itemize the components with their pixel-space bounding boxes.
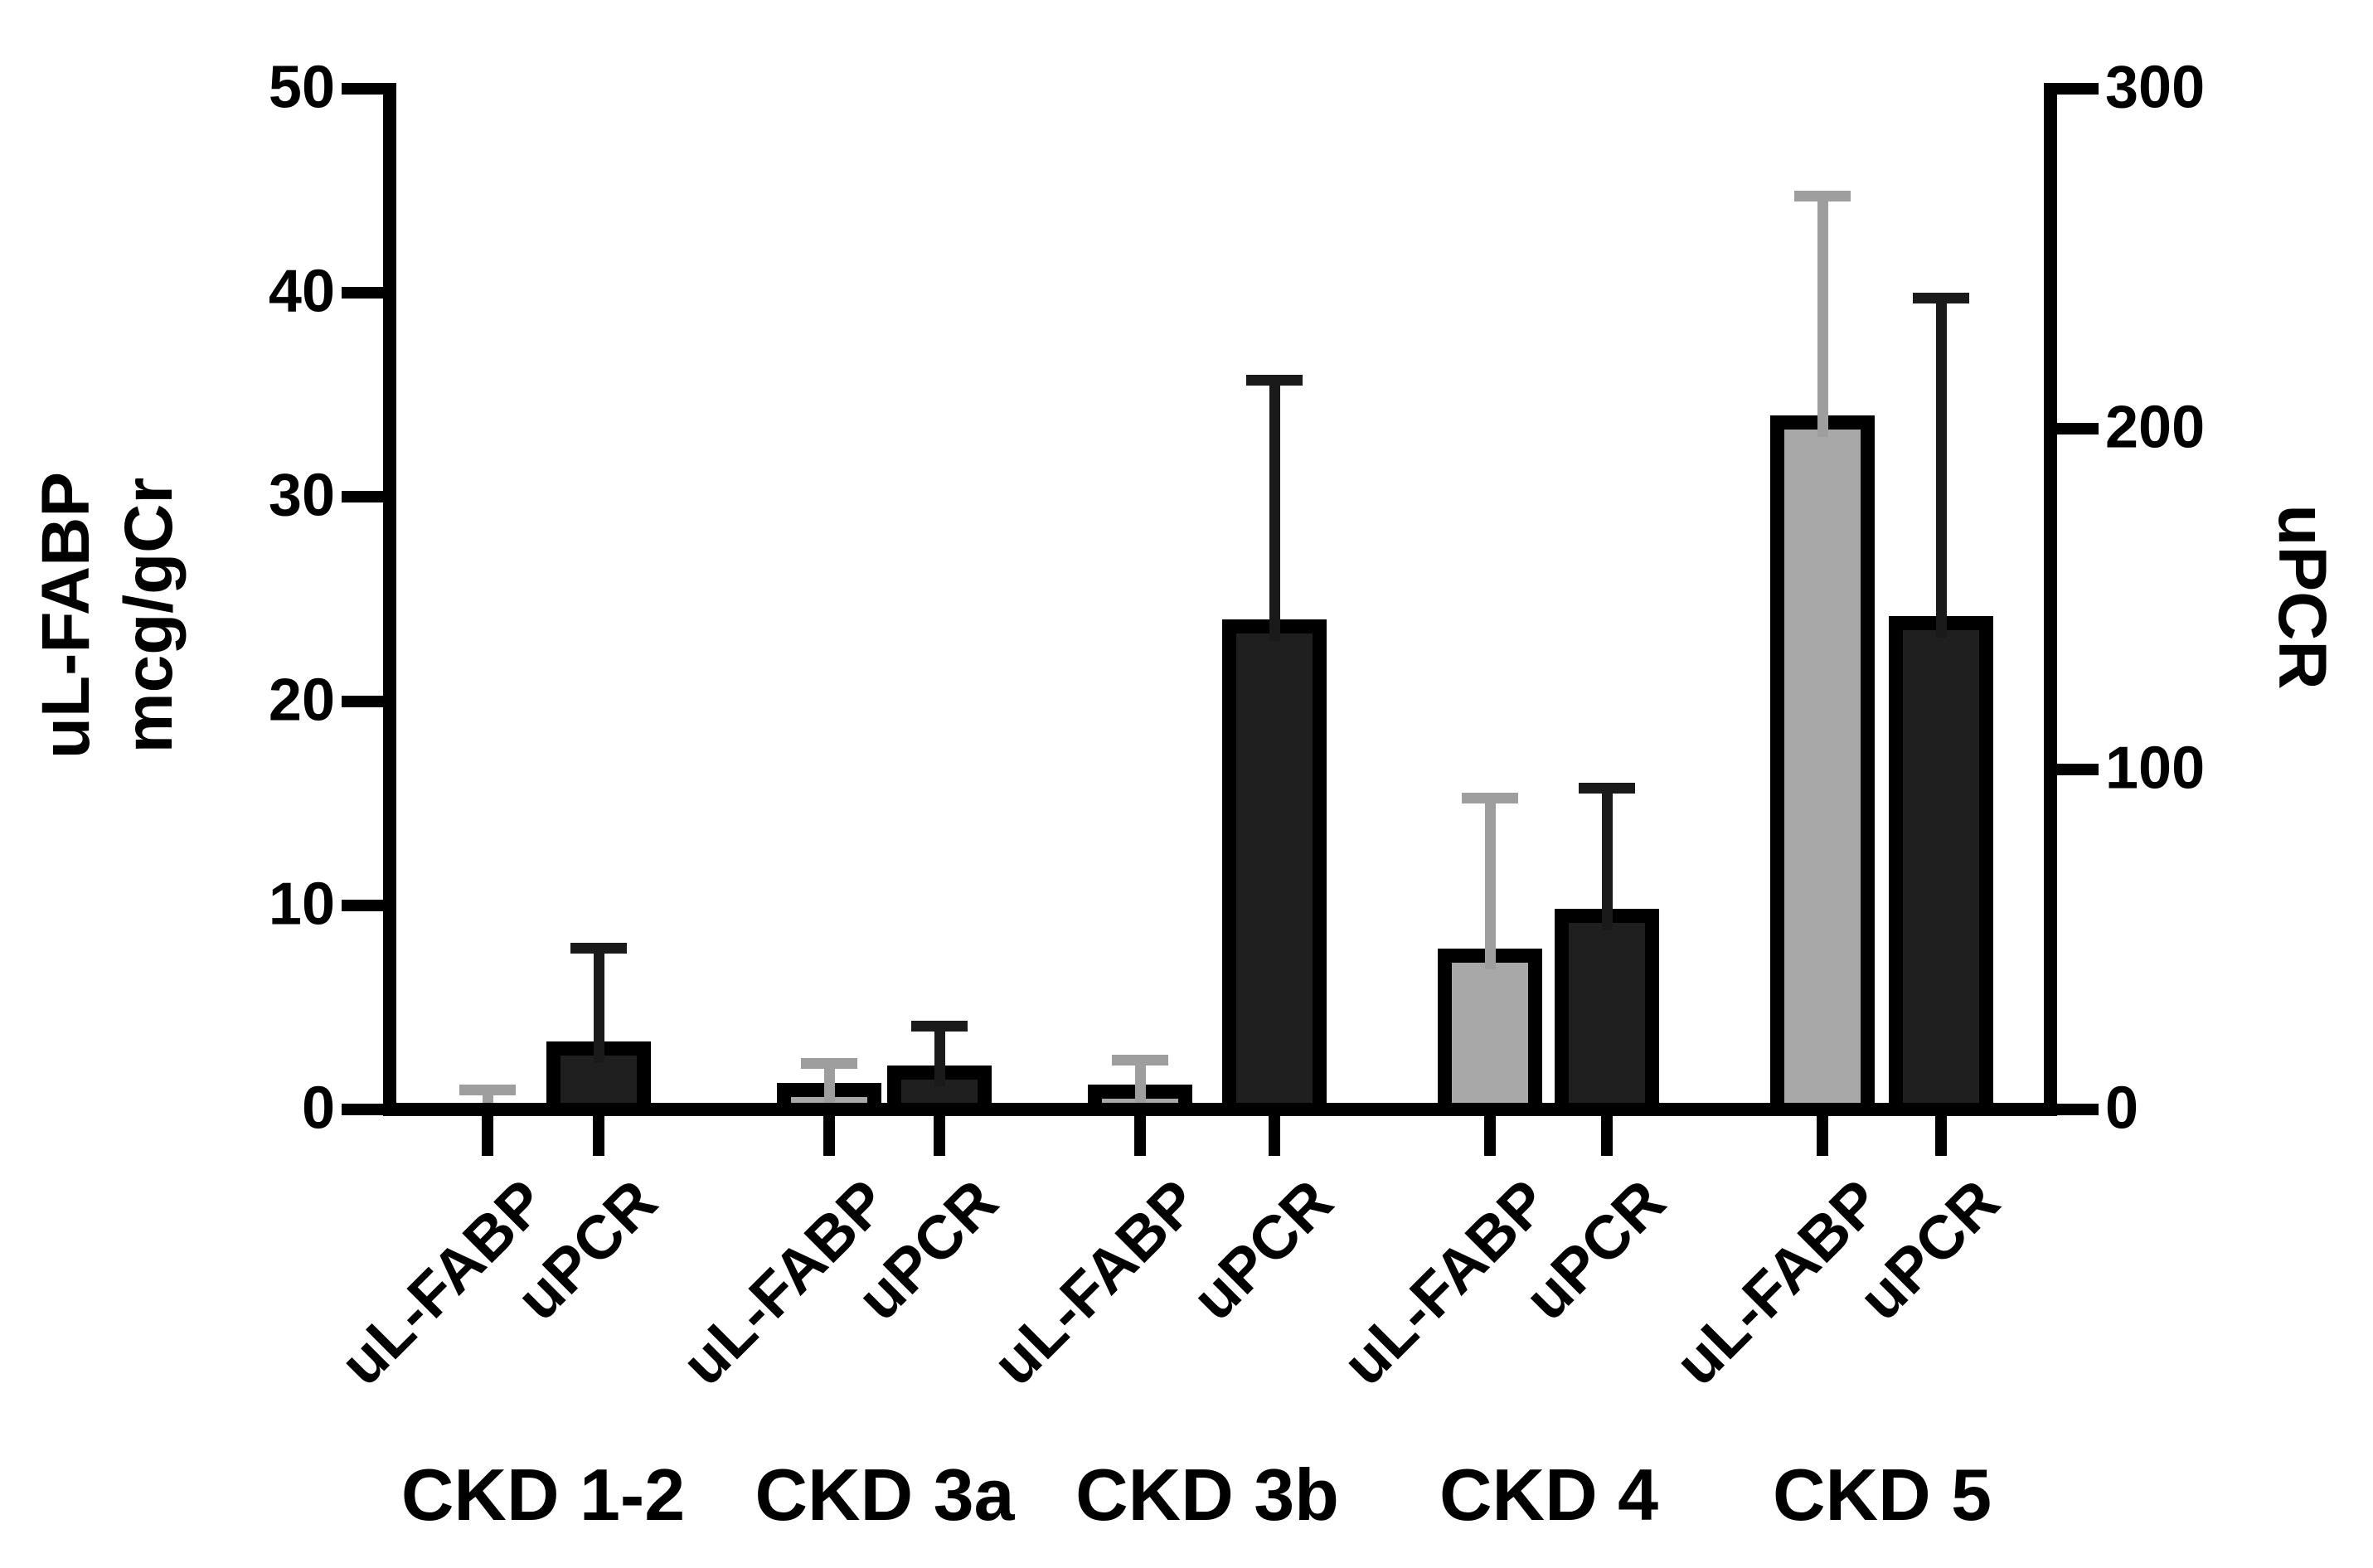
right-y-axis-line (2044, 83, 2057, 1116)
left-y-axis-tick (342, 491, 383, 502)
right-y-axis-tick-label: 200 (2105, 394, 2206, 461)
right-y-axis-tick-label: 0 (2105, 1075, 2139, 1142)
left-y-axis-tick-label: 10 (268, 871, 335, 938)
left-y-axis-title-line1: uL-FABP (27, 471, 104, 760)
right-y-axis-tick (2057, 1104, 2099, 1115)
bar-ul-fabp-ckd-5 (1770, 415, 1875, 1113)
right-y-axis-tick (2057, 423, 2099, 434)
error-bar-stem (824, 1066, 835, 1104)
error-bar-cap (1913, 293, 1969, 303)
x-axis-tick (482, 1116, 493, 1156)
left-y-axis-tick (342, 1104, 383, 1115)
x-axis-group-label: CKD 3b (1075, 1454, 1339, 1536)
x-axis-tick (1817, 1116, 1828, 1156)
left-y-axis-tick-label: 50 (268, 54, 335, 121)
left-y-axis-tick-label: 30 (268, 462, 335, 529)
x-axis-tick (1484, 1116, 1496, 1156)
error-bar-cap (801, 1058, 857, 1069)
bar-fill (560, 1056, 637, 1108)
error-bar-cap (1462, 793, 1518, 803)
left-y-axis-line (383, 83, 396, 1116)
x-axis-bar-label: uPCR (1178, 1166, 1346, 1333)
bar-fill (1236, 634, 1313, 1108)
bar-upcr-ckd-1-2 (546, 1041, 651, 1113)
x-axis-tick (1269, 1116, 1280, 1156)
error-bar-cap (1246, 375, 1303, 386)
error-bar-stem (1817, 198, 1828, 437)
right-y-axis-tick-label: 300 (2105, 54, 2206, 121)
error-bar-cap (911, 1021, 968, 1032)
bar-fill (1452, 963, 1528, 1108)
left-y-axis-title: uL-FABP mcg/gCr (25, 472, 191, 759)
right-y-axis-tick (2057, 83, 2099, 95)
x-axis-group-label: CKD 3a (755, 1454, 1015, 1536)
error-bar-stem (1135, 1062, 1146, 1107)
error-bar-cap (1794, 191, 1851, 201)
left-y-axis-tick-label: 20 (268, 667, 335, 734)
error-bar-cap (459, 1085, 516, 1095)
error-bar-stem (1602, 790, 1613, 930)
error-bar-cap (1112, 1055, 1168, 1066)
x-axis-group-label: CKD 5 (1772, 1454, 1992, 1536)
error-bar-cap (570, 943, 627, 954)
right-y-axis-tick (2057, 764, 2099, 775)
left-y-axis-tick-label: 40 (268, 258, 335, 325)
x-axis-group-label: CKD 1-2 (400, 1454, 686, 1536)
left-y-axis-tick-label: 0 (301, 1075, 335, 1142)
x-axis-line (383, 1103, 2057, 1116)
x-axis-group-label: CKD 4 (1439, 1454, 1659, 1536)
right-y-axis-tick-label: 100 (2105, 735, 2206, 802)
x-axis-tick (593, 1116, 604, 1156)
bar-fill (1569, 923, 1645, 1108)
bar-upcr-ckd-4 (1555, 909, 1659, 1113)
right-y-axis-title: uPCR (2264, 504, 2341, 690)
bar-fill (1784, 430, 1861, 1108)
bar-ul-fabp-ckd-4 (1438, 949, 1542, 1113)
x-axis-tick (1134, 1116, 1146, 1156)
x-axis-bar-label: uL-FABP (978, 1166, 1211, 1399)
error-bar-cap (1579, 783, 1635, 794)
left-y-axis-tick (342, 696, 383, 707)
error-bar-stem (1269, 382, 1280, 641)
error-bar-stem (934, 1028, 945, 1086)
error-bar-stem (1485, 800, 1496, 969)
x-axis-tick (823, 1116, 835, 1156)
bar-upcr-ckd-3b (1222, 619, 1327, 1113)
bar-upcr-ckd-5 (1889, 616, 1993, 1113)
bar-fill (1903, 630, 1979, 1108)
left-y-axis-title-line2: mcg/gCr (111, 477, 187, 754)
left-y-axis-tick (342, 83, 383, 95)
left-y-axis-tick (342, 900, 383, 911)
x-axis-tick (1935, 1116, 1947, 1156)
error-bar-stem (594, 950, 604, 1063)
error-bar-stem (1936, 300, 1947, 638)
left-y-axis-tick (342, 287, 383, 299)
x-axis-tick (934, 1116, 945, 1156)
x-axis-tick (1601, 1116, 1613, 1156)
